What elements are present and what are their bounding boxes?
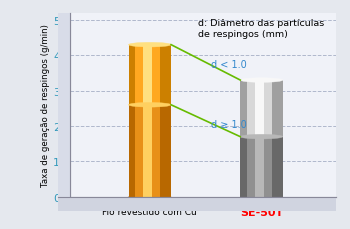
- Bar: [162, 105, 165, 197]
- Bar: [154, 45, 156, 105]
- Bar: [169, 45, 171, 105]
- Bar: [281, 81, 283, 137]
- Bar: [165, 45, 167, 105]
- Ellipse shape: [240, 78, 283, 83]
- Bar: [133, 105, 135, 197]
- Bar: [255, 81, 257, 137]
- Bar: [259, 81, 261, 137]
- Bar: [281, 137, 283, 197]
- Bar: [272, 137, 274, 197]
- Bar: [249, 137, 251, 197]
- Bar: [150, 105, 152, 197]
- Bar: [276, 137, 279, 197]
- Bar: [139, 45, 141, 105]
- Bar: [141, 45, 144, 105]
- Bar: [251, 81, 253, 137]
- Ellipse shape: [240, 195, 283, 199]
- Bar: [128, 105, 131, 197]
- Bar: [242, 81, 245, 137]
- Bar: [266, 137, 268, 197]
- Bar: [135, 105, 137, 197]
- Bar: [274, 81, 277, 137]
- Bar: [137, 105, 139, 197]
- Bar: [257, 137, 259, 197]
- Bar: [264, 81, 266, 137]
- Bar: [259, 137, 261, 197]
- Bar: [146, 105, 148, 197]
- Bar: [272, 81, 274, 137]
- Text: Fio revestido com Cu: Fio revestido com Cu: [103, 207, 197, 216]
- Bar: [270, 137, 272, 197]
- Bar: [253, 81, 255, 137]
- Bar: [141, 105, 144, 197]
- Bar: [152, 45, 154, 105]
- Bar: [167, 105, 169, 197]
- Ellipse shape: [128, 43, 171, 48]
- Bar: [276, 81, 279, 137]
- Bar: [144, 105, 146, 197]
- Bar: [245, 81, 247, 137]
- Bar: [270, 81, 272, 137]
- Bar: [160, 105, 162, 197]
- Bar: [247, 81, 249, 137]
- Text: d: Diâmetro das partículas
de respingos (mm): d: Diâmetro das partículas de respingos …: [198, 19, 324, 38]
- Bar: [128, 45, 131, 105]
- Bar: [131, 45, 133, 105]
- Bar: [137, 45, 139, 105]
- Bar: [165, 105, 167, 197]
- Bar: [251, 137, 253, 197]
- Y-axis label: Taxa de geração de respingos (g/min): Taxa de geração de respingos (g/min): [41, 24, 50, 186]
- Bar: [255, 137, 257, 197]
- Bar: [156, 45, 158, 105]
- Bar: [154, 105, 156, 197]
- Bar: [148, 105, 150, 197]
- Bar: [253, 137, 255, 197]
- Bar: [261, 81, 264, 137]
- Bar: [150, 45, 152, 105]
- Bar: [144, 45, 146, 105]
- Bar: [249, 81, 251, 137]
- Text: d ≥ 1.0: d ≥ 1.0: [211, 120, 247, 130]
- Bar: [268, 81, 270, 137]
- Ellipse shape: [128, 103, 171, 108]
- Bar: [156, 105, 158, 197]
- Bar: [158, 45, 160, 105]
- Bar: [139, 105, 141, 197]
- Bar: [279, 81, 281, 137]
- Bar: [245, 137, 247, 197]
- Bar: [135, 45, 137, 105]
- Ellipse shape: [240, 135, 283, 139]
- Bar: [167, 45, 169, 105]
- Bar: [240, 81, 242, 137]
- Text: SE-50T: SE-50T: [240, 207, 283, 218]
- Bar: [266, 81, 268, 137]
- Bar: [133, 45, 135, 105]
- Text: d < 1.0: d < 1.0: [211, 60, 247, 70]
- Bar: [268, 137, 270, 197]
- Ellipse shape: [128, 195, 171, 199]
- Bar: [261, 137, 264, 197]
- Bar: [257, 81, 259, 137]
- Bar: [131, 105, 133, 197]
- Bar: [247, 137, 249, 197]
- Bar: [169, 105, 171, 197]
- Bar: [162, 45, 165, 105]
- Bar: [148, 45, 150, 105]
- Bar: [158, 105, 160, 197]
- Bar: [274, 137, 277, 197]
- Bar: [242, 137, 245, 197]
- Bar: [279, 137, 281, 197]
- Bar: [146, 45, 148, 105]
- Bar: [264, 137, 266, 197]
- Bar: [152, 105, 154, 197]
- Bar: [160, 45, 162, 105]
- Bar: [240, 137, 242, 197]
